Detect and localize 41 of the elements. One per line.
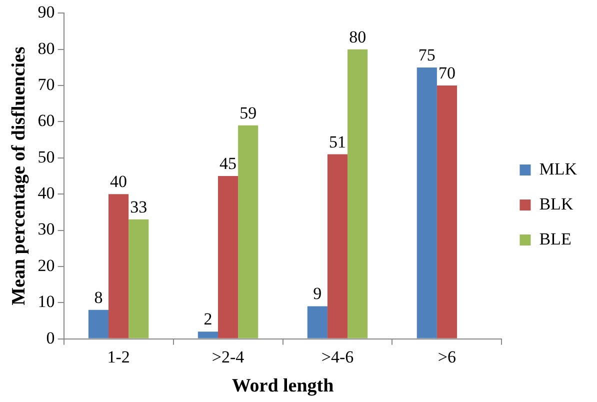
data-label: 33 bbox=[130, 197, 148, 216]
bar bbox=[128, 219, 149, 338]
bar bbox=[348, 49, 368, 338]
data-label: 8 bbox=[94, 288, 103, 307]
legend-label: BLK bbox=[539, 194, 574, 214]
bar bbox=[88, 310, 109, 338]
data-label: 80 bbox=[349, 27, 366, 46]
legend-label: BLE bbox=[539, 229, 572, 248]
data-label: 2 bbox=[204, 310, 212, 329]
bar bbox=[108, 194, 129, 338]
bar bbox=[307, 306, 328, 338]
bar bbox=[436, 86, 458, 338]
bar bbox=[416, 67, 437, 338]
bar bbox=[198, 332, 218, 338]
y-tick-label: 80 bbox=[38, 38, 55, 58]
x-tick-label: >4-6 bbox=[321, 347, 354, 366]
data-label: 70 bbox=[438, 64, 456, 83]
data-label: 75 bbox=[418, 45, 436, 64]
x-axis-title: Word length bbox=[232, 376, 334, 397]
data-label: 45 bbox=[220, 154, 237, 173]
data-label: 40 bbox=[110, 172, 128, 192]
legend-label: MLK bbox=[539, 159, 578, 178]
x-tick-label: >6 bbox=[438, 347, 456, 366]
x-tick-label: >2-4 bbox=[212, 347, 245, 366]
data-label: 51 bbox=[329, 132, 346, 152]
bar bbox=[238, 125, 258, 338]
y-tick-label: 60 bbox=[38, 111, 55, 130]
y-tick-label: 0 bbox=[46, 328, 55, 348]
y-tick-label: 90 bbox=[38, 2, 55, 22]
y-tick-label: 10 bbox=[38, 292, 55, 312]
y-tick-label: 30 bbox=[38, 220, 55, 239]
y-tick-label: 50 bbox=[38, 147, 55, 166]
data-label: 9 bbox=[313, 284, 322, 304]
bar bbox=[218, 176, 238, 338]
y-tick-label: 40 bbox=[38, 184, 55, 203]
y-axis-title: Mean percentage of disfluencies bbox=[8, 46, 30, 306]
y-tick-label: 70 bbox=[38, 75, 55, 94]
y-tick-label: 20 bbox=[38, 256, 55, 275]
bar bbox=[327, 154, 348, 338]
x-tick-label: 1-2 bbox=[107, 347, 130, 366]
data-label: 59 bbox=[240, 103, 257, 122]
